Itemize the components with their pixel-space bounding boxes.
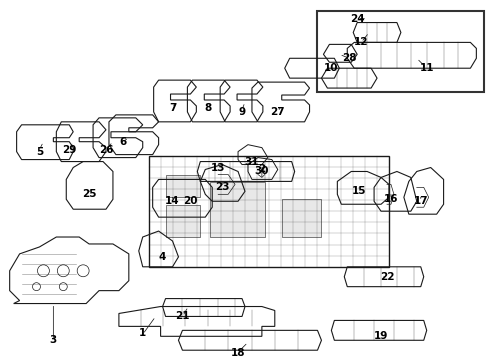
Bar: [318, 11, 484, 92]
Text: 22: 22: [380, 272, 394, 282]
Text: 3: 3: [50, 335, 57, 345]
Bar: [282, 199, 321, 237]
Text: 25: 25: [82, 189, 97, 199]
Text: 30: 30: [255, 166, 269, 176]
Text: 31: 31: [245, 157, 259, 167]
Text: 28: 28: [342, 53, 357, 63]
Bar: [166, 175, 200, 197]
Text: 26: 26: [99, 145, 113, 155]
Text: 24: 24: [350, 14, 365, 23]
Text: 29: 29: [62, 145, 76, 155]
Text: 14: 14: [165, 196, 180, 206]
Text: 15: 15: [352, 186, 367, 196]
Text: 9: 9: [239, 107, 245, 117]
Text: 13: 13: [211, 162, 225, 172]
Text: 4: 4: [159, 252, 166, 262]
Text: 27: 27: [270, 107, 285, 117]
Text: 20: 20: [183, 196, 197, 206]
Text: 7: 7: [169, 103, 176, 113]
Text: 21: 21: [175, 311, 190, 321]
Text: 16: 16: [384, 194, 398, 204]
Text: 12: 12: [354, 37, 368, 48]
Text: 5: 5: [36, 147, 43, 157]
Text: 11: 11: [419, 63, 434, 73]
Text: 1: 1: [139, 328, 147, 338]
Bar: [166, 205, 200, 237]
Text: 18: 18: [231, 348, 245, 358]
Text: 10: 10: [324, 63, 339, 73]
Text: 2: 2: [258, 165, 266, 175]
Bar: [210, 183, 265, 237]
Text: 19: 19: [374, 331, 388, 341]
Text: 6: 6: [119, 137, 126, 147]
Text: 17: 17: [414, 196, 428, 206]
Text: 8: 8: [205, 103, 212, 113]
Text: 23: 23: [215, 183, 229, 192]
